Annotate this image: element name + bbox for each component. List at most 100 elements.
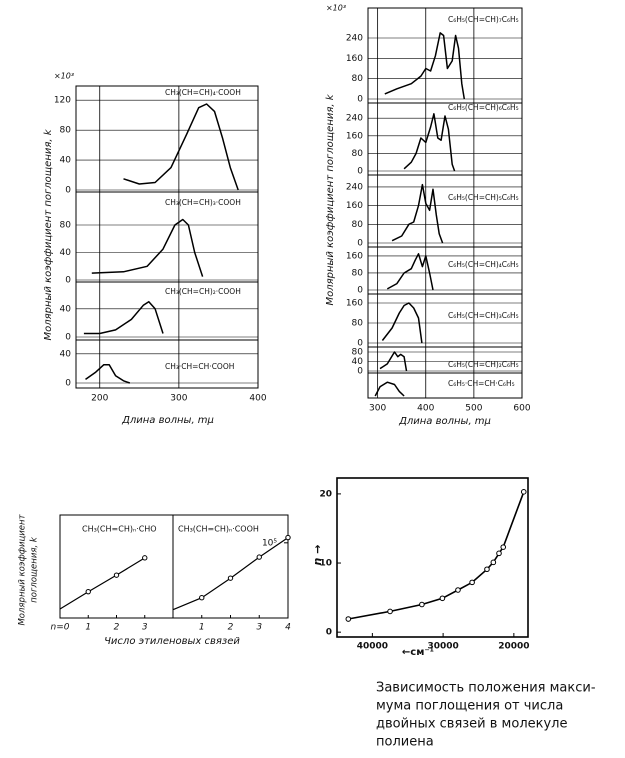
- x-tick-label: 4: [285, 623, 291, 633]
- panel-label: CH₃(CH=CH)ₙ·COOH: [178, 525, 259, 534]
- x-axis-label: Длина волны, mμ: [121, 415, 214, 426]
- y-tick-label: 80: [60, 126, 72, 136]
- panel-label: C₆H₅(CH=CH)₅C₆H₅: [448, 193, 519, 202]
- spectrum-curve: [374, 381, 405, 397]
- y-tick-label: 160: [346, 131, 363, 141]
- y-tick-label: 0: [357, 367, 363, 377]
- y-tick-label: 40: [60, 304, 72, 314]
- spectrum-curve: [91, 218, 204, 277]
- y-tick-label: 0: [357, 286, 363, 296]
- x-tick-label: 1: [85, 623, 91, 633]
- data-point: [500, 544, 507, 550]
- data-point: [387, 608, 393, 615]
- plot-frame: [336, 477, 529, 638]
- caption-line: Зависимость положения макси-: [376, 681, 596, 696]
- panel-label: C₆H₅(CH=CH)₇C₆H₅: [448, 15, 519, 24]
- panel-label: CH₃(CH=CH)₄·COOH: [165, 88, 241, 97]
- y-axis-label: Молярный коэффициент поглощения, k: [43, 128, 54, 340]
- data-point: [345, 616, 352, 622]
- spectrum-curve: [386, 253, 434, 291]
- data-point: [227, 575, 234, 581]
- x-tick-label: 30000: [427, 642, 458, 652]
- x-tick-label: 40000: [357, 642, 388, 652]
- panel-label: C₆H₅·CH=CH·C₆H₅: [448, 379, 515, 388]
- y-tick-label: 160: [346, 54, 363, 64]
- x-tick-label: 300: [170, 394, 187, 404]
- y-tick-label: 0: [65, 379, 71, 389]
- caption-line: полиена: [376, 735, 434, 750]
- y-tick-label: 240: [346, 182, 363, 192]
- x-tick-label: 200: [91, 394, 108, 404]
- caption-line: мума поглощения от числа: [376, 699, 563, 714]
- data-point: [419, 601, 425, 608]
- trend-line: [172, 537, 289, 611]
- plot-frame: [59, 514, 289, 619]
- y-tick-label: 0: [326, 628, 332, 638]
- data-point: [484, 566, 490, 573]
- panel-label: C₆H₅(CH=CH)₄C₆H₅: [448, 260, 519, 269]
- y-tick-label: 80: [352, 347, 364, 357]
- data-point: [85, 588, 91, 595]
- spectrum-curve: [85, 364, 131, 384]
- panel-label: CH₃(CH=CH)₂·COOH: [165, 287, 241, 296]
- y-unit: ×10³: [326, 4, 346, 13]
- panel-label: C₆H₅(CH=CH)₂C₆H₅: [448, 360, 519, 369]
- y-tick-label: 0: [65, 186, 71, 196]
- y-tick-label: 80: [352, 74, 364, 84]
- x-axis-label: Число этиленовых связей: [104, 636, 240, 647]
- spectrum-curve: [381, 302, 423, 344]
- y-tick-label: 160: [346, 251, 363, 261]
- y-tick-label: 40: [60, 156, 72, 166]
- caption-line: двойных связей в молекуле: [376, 717, 567, 732]
- y-tick-label: 0: [357, 239, 363, 249]
- x-tick-label: n=0: [51, 623, 70, 633]
- data-point: [520, 489, 527, 495]
- data-point: [285, 534, 291, 541]
- y-axis-label: n →: [311, 545, 324, 566]
- spectrum-curve: [83, 300, 164, 335]
- y-tick-label: 40: [352, 357, 364, 367]
- panel-label: C₆H₅(CH=CH)₆C₆H₅: [448, 103, 519, 112]
- y-unit: ×10³: [54, 72, 74, 81]
- data-point: [490, 559, 497, 566]
- data-point: [455, 587, 461, 593]
- x-tick-label: 3: [142, 623, 148, 633]
- y-tick-label: 40: [60, 248, 72, 258]
- y-tick-label: 120: [54, 96, 71, 106]
- data-point: [496, 550, 502, 557]
- x-tick-label: 600: [513, 404, 530, 414]
- trend-line: [59, 557, 146, 610]
- y-tick-label: 0: [357, 339, 363, 349]
- spectrum-curve: [384, 32, 466, 100]
- x-tick-label: 400: [249, 394, 266, 404]
- panel-label: CH₃·CH=CH·COOH: [165, 362, 234, 371]
- data-point: [199, 595, 205, 601]
- y-tick-label: 40: [60, 349, 72, 359]
- x-tick-label: 1: [199, 623, 205, 633]
- data-point: [439, 595, 446, 602]
- y-axis-label: Молярный коэффициент поглощения, k: [325, 93, 336, 305]
- y-tick-label: 0: [357, 167, 363, 177]
- y-tick-label: 0: [65, 333, 71, 343]
- data-point: [142, 555, 148, 561]
- spectrum-curve: [391, 183, 444, 244]
- x-tick-label: 500: [465, 404, 482, 414]
- plot-frame: [75, 85, 259, 389]
- y-tick-label: 80: [352, 220, 364, 230]
- y-tick-label: 80: [352, 268, 364, 278]
- y-tick-label: 0: [65, 276, 71, 286]
- data-point: [256, 554, 262, 560]
- x-tick-label: 20000: [498, 642, 529, 652]
- x-axis-label: ←см⁻¹: [402, 647, 434, 658]
- panel-label: CH₃(CH=CH)₃·COOH: [165, 198, 241, 207]
- x-tick-label: 400: [417, 404, 434, 414]
- x-tick-label: 2: [114, 623, 120, 633]
- x-tick-label: 300: [369, 404, 386, 414]
- y-tick-label: 160: [346, 201, 363, 211]
- data-point: [469, 579, 475, 586]
- y-axis-label: поглощения, k: [30, 536, 40, 603]
- y-tick-label: 10⁵: [262, 538, 277, 548]
- data-point: [113, 572, 120, 578]
- y-tick-label: 240: [346, 33, 363, 43]
